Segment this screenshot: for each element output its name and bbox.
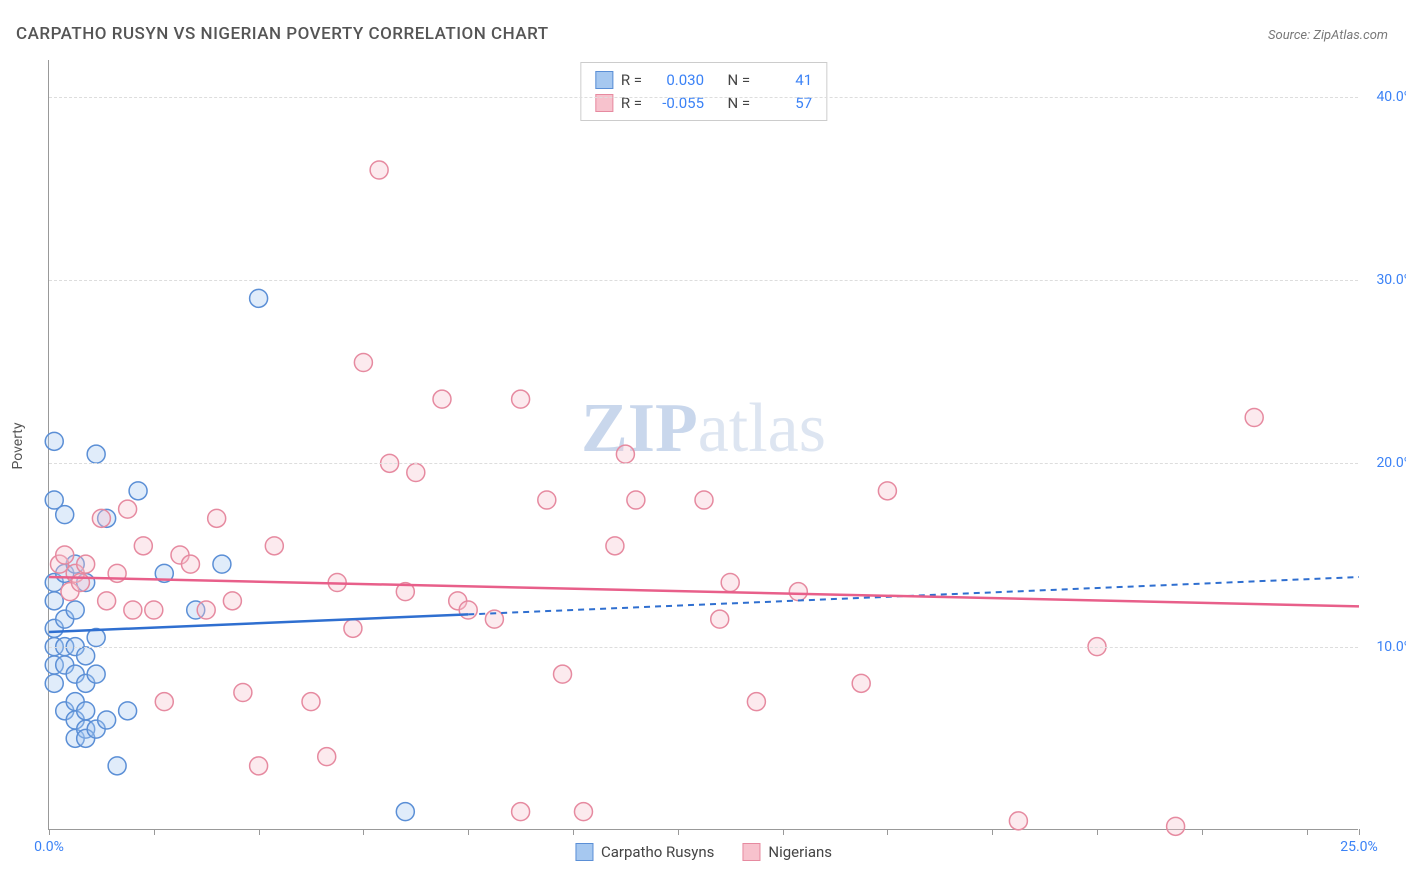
data-point — [77, 647, 95, 665]
data-point — [433, 390, 451, 408]
x-tick — [154, 829, 155, 835]
data-point — [512, 803, 530, 821]
legend-label-1: Nigerians — [768, 843, 832, 861]
data-point — [370, 161, 388, 179]
data-point — [77, 702, 95, 720]
data-point — [213, 555, 231, 573]
legend-item-1: Nigerians — [742, 843, 832, 861]
data-point — [87, 665, 105, 683]
x-tick — [259, 829, 260, 835]
gridline — [49, 463, 1358, 464]
data-point — [56, 506, 74, 524]
x-tick-label: 25.0% — [1340, 839, 1378, 855]
data-point — [98, 711, 116, 729]
data-point — [134, 537, 152, 555]
data-point — [878, 482, 896, 500]
y-tick-label: 40.0% — [1376, 89, 1406, 105]
gridline — [49, 97, 1358, 98]
legend-swatch-0 — [575, 843, 593, 861]
x-tick-label: 0.0% — [34, 839, 64, 855]
legend-label-0: Carpatho Rusyns — [601, 843, 714, 861]
data-point — [119, 702, 137, 720]
data-point — [119, 500, 137, 518]
x-tick — [678, 829, 679, 835]
data-point — [92, 509, 110, 527]
trend-line-solid — [49, 577, 1359, 606]
data-point — [407, 464, 425, 482]
scatter-svg — [49, 60, 1358, 829]
data-point — [124, 601, 142, 619]
x-tick — [887, 829, 888, 835]
data-point — [129, 482, 147, 500]
data-point — [711, 610, 729, 628]
data-point — [554, 665, 572, 683]
data-point — [45, 674, 63, 692]
data-point — [98, 592, 116, 610]
data-point — [77, 555, 95, 573]
data-point — [627, 491, 645, 509]
data-point — [721, 574, 739, 592]
bottom-legend: Carpatho Rusyns Nigerians — [575, 843, 832, 861]
data-point — [852, 674, 870, 692]
x-tick — [1202, 829, 1203, 835]
chart-plot-area: ZIPatlas R = 0.030 N = 41 R = -0.055 N =… — [48, 60, 1358, 830]
data-point — [789, 583, 807, 601]
data-point — [1167, 817, 1185, 835]
chart-title: CARPATHO RUSYN VS NIGERIAN POVERTY CORRE… — [16, 24, 549, 44]
y-tick-label: 30.0% — [1376, 272, 1406, 288]
x-tick — [1359, 829, 1360, 835]
legend-item-0: Carpatho Rusyns — [575, 843, 714, 861]
legend-swatch-1 — [742, 843, 760, 861]
data-point — [87, 445, 105, 463]
y-tick-label: 10.0% — [1376, 639, 1406, 655]
data-point — [459, 601, 477, 619]
x-tick — [992, 829, 993, 835]
data-point — [234, 684, 252, 702]
data-point — [250, 757, 268, 775]
data-point — [695, 491, 713, 509]
data-point — [318, 748, 336, 766]
data-point — [354, 354, 372, 372]
data-point — [344, 619, 362, 637]
data-point — [265, 537, 283, 555]
data-point — [250, 289, 268, 307]
data-point — [108, 757, 126, 775]
data-point — [56, 546, 74, 564]
y-tick-label: 20.0% — [1376, 455, 1406, 471]
x-tick — [1307, 829, 1308, 835]
data-point — [145, 601, 163, 619]
x-tick — [1097, 829, 1098, 835]
data-point — [302, 693, 320, 711]
data-point — [606, 537, 624, 555]
data-point — [616, 445, 634, 463]
y-axis-label: Poverty — [10, 422, 26, 469]
data-point — [223, 592, 241, 610]
gridline — [49, 647, 1358, 648]
data-point — [1245, 409, 1263, 427]
x-tick — [573, 829, 574, 835]
data-point — [747, 693, 765, 711]
data-point — [512, 390, 530, 408]
trend-line-solid — [49, 614, 468, 632]
gridline — [49, 280, 1358, 281]
data-point — [45, 592, 63, 610]
data-point — [396, 803, 414, 821]
x-tick — [468, 829, 469, 835]
data-point — [1009, 812, 1027, 830]
x-tick — [363, 829, 364, 835]
data-point — [208, 509, 226, 527]
source-attribution: Source: ZipAtlas.com — [1268, 28, 1388, 43]
x-tick — [49, 829, 50, 835]
data-point — [45, 432, 63, 450]
data-point — [71, 574, 89, 592]
data-point — [574, 803, 592, 821]
data-point — [66, 601, 84, 619]
data-point — [155, 693, 173, 711]
data-point — [181, 555, 199, 573]
data-point — [197, 601, 215, 619]
data-point — [538, 491, 556, 509]
x-tick — [783, 829, 784, 835]
